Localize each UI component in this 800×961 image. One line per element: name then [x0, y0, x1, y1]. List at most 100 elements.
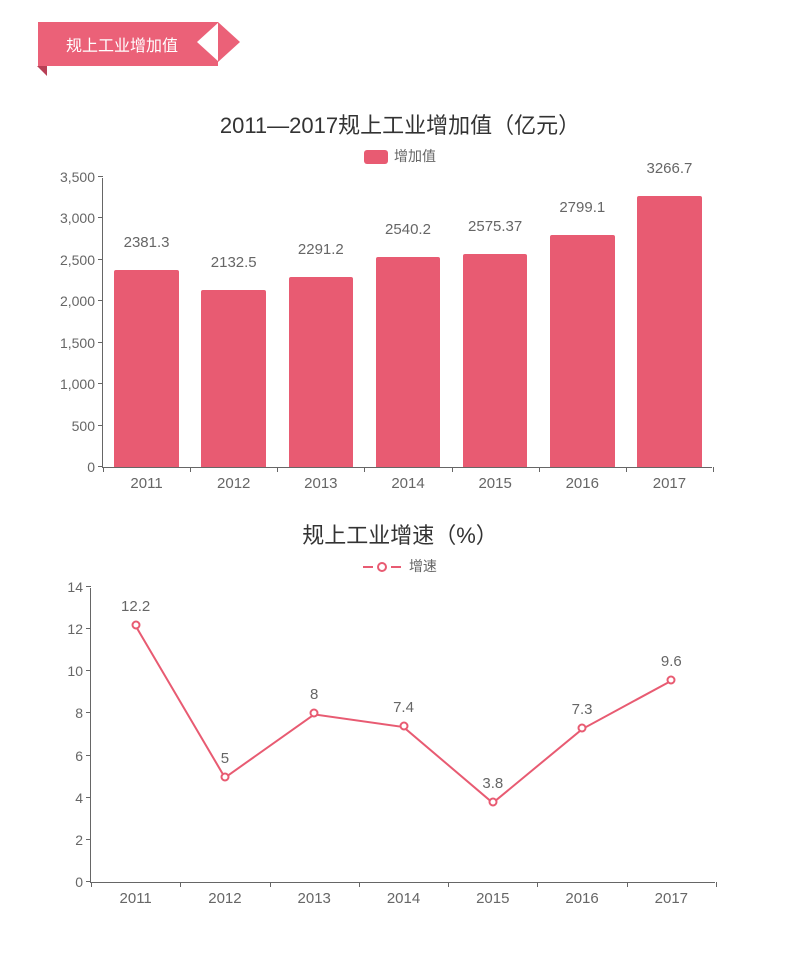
y-tick-label: 14	[67, 579, 91, 595]
bar	[289, 277, 353, 467]
bar-value-label: 2575.37	[468, 218, 522, 235]
x-tick-mark	[277, 467, 278, 472]
x-tick-label: 2014	[387, 882, 420, 907]
x-tick-mark	[539, 467, 540, 472]
data-point	[399, 722, 408, 731]
line-chart: 规上工业增速（%） 增速 024681012142011201220132014…	[0, 518, 800, 883]
banner-body: 规上工业增加值	[38, 22, 218, 66]
y-tick-label: 6	[75, 748, 91, 764]
bar-value-label: 2540.2	[385, 221, 431, 238]
y-tick-label: 2,000	[60, 293, 103, 309]
point-value-label: 12.2	[121, 598, 150, 615]
y-tick-mark	[86, 712, 91, 713]
x-tick-mark	[359, 882, 360, 887]
line-chart-plot: 0246810121420112012201320142015201620171…	[90, 588, 715, 883]
data-point	[220, 772, 229, 781]
data-point	[578, 724, 587, 733]
x-tick-mark	[91, 882, 92, 887]
x-tick-label: 2011	[120, 882, 152, 907]
bar-chart: 2011—2017规上工业增加值（亿元） 增加值 05001,0001,5002…	[0, 108, 800, 468]
y-tick-label: 0	[75, 874, 91, 890]
y-tick-mark	[98, 176, 103, 177]
banner-label: 规上工业增加值	[66, 38, 178, 55]
bar	[637, 196, 701, 467]
banner-arrow-cut	[197, 22, 219, 62]
y-tick-label: 500	[72, 418, 103, 434]
line-chart-title: 规上工业增速（%）	[0, 518, 800, 550]
x-tick-label: 2011	[130, 467, 162, 492]
y-tick-label: 3,000	[60, 210, 103, 226]
y-tick-mark	[86, 839, 91, 840]
x-tick-mark	[713, 467, 714, 472]
y-tick-mark	[98, 425, 103, 426]
data-point	[667, 675, 676, 684]
y-tick-mark	[98, 217, 103, 218]
bar-chart-title: 2011—2017规上工业增加值（亿元）	[0, 108, 800, 140]
x-tick-label: 2012	[217, 467, 250, 492]
x-tick-label: 2015	[476, 882, 509, 907]
legend-label: 增速	[409, 558, 437, 574]
bar-chart-plot: 05001,0001,5002,0002,5003,0003,500201123…	[102, 178, 712, 468]
y-tick-mark	[86, 755, 91, 756]
line-path-svg	[91, 588, 716, 883]
section-banner: 规上工业增加值	[38, 22, 218, 66]
x-tick-label: 2012	[208, 882, 241, 907]
point-value-label: 3.8	[482, 775, 503, 792]
x-tick-mark	[103, 467, 104, 472]
y-tick-label: 10	[67, 663, 91, 679]
y-tick-label: 1,500	[60, 335, 103, 351]
y-tick-mark	[98, 342, 103, 343]
y-tick-label: 8	[75, 705, 91, 721]
x-tick-label: 2017	[655, 882, 688, 907]
bar	[114, 270, 178, 467]
bar-value-label: 2291.2	[298, 241, 344, 258]
bar	[201, 290, 265, 467]
bar-value-label: 2381.3	[124, 234, 170, 251]
y-tick-label: 1,000	[60, 376, 103, 392]
x-tick-mark	[716, 882, 717, 887]
data-point	[131, 620, 140, 629]
point-value-label: 7.4	[393, 699, 414, 716]
point-value-label: 8	[310, 686, 318, 703]
y-tick-mark	[86, 628, 91, 629]
data-point	[310, 709, 319, 718]
bar	[463, 254, 527, 467]
legend-line-right	[391, 566, 401, 568]
bar-value-label: 2132.5	[211, 254, 257, 271]
y-tick-label: 0	[87, 459, 103, 475]
bar-value-label: 3266.7	[646, 160, 692, 177]
x-tick-label: 2013	[304, 467, 337, 492]
y-tick-mark	[86, 797, 91, 798]
bar	[550, 235, 614, 467]
x-tick-mark	[190, 467, 191, 472]
data-point	[488, 797, 497, 806]
banner-fold	[37, 66, 47, 76]
point-value-label: 5	[221, 750, 229, 767]
y-tick-mark	[98, 300, 103, 301]
legend-line-left	[363, 566, 373, 568]
x-tick-label: 2015	[478, 467, 511, 492]
bar-value-label: 2799.1	[559, 199, 605, 216]
x-tick-label: 2016	[566, 467, 599, 492]
point-value-label: 9.6	[661, 653, 682, 670]
line-chart-legend: 增速	[0, 556, 800, 576]
x-tick-mark	[270, 882, 271, 887]
y-tick-label: 2	[75, 832, 91, 848]
x-tick-label: 2016	[565, 882, 598, 907]
x-tick-mark	[627, 882, 628, 887]
y-tick-mark	[86, 670, 91, 671]
x-tick-mark	[452, 467, 453, 472]
x-tick-label: 2013	[298, 882, 331, 907]
y-tick-label: 4	[75, 790, 91, 806]
y-tick-mark	[98, 383, 103, 384]
x-tick-label: 2017	[653, 467, 686, 492]
x-tick-mark	[448, 882, 449, 887]
x-tick-label: 2014	[391, 467, 424, 492]
bar	[376, 257, 440, 467]
legend-swatch	[364, 150, 388, 164]
y-tick-label: 12	[67, 621, 91, 637]
x-tick-mark	[364, 467, 365, 472]
x-tick-mark	[626, 467, 627, 472]
legend-dot	[377, 562, 387, 572]
point-value-label: 7.3	[572, 701, 593, 718]
